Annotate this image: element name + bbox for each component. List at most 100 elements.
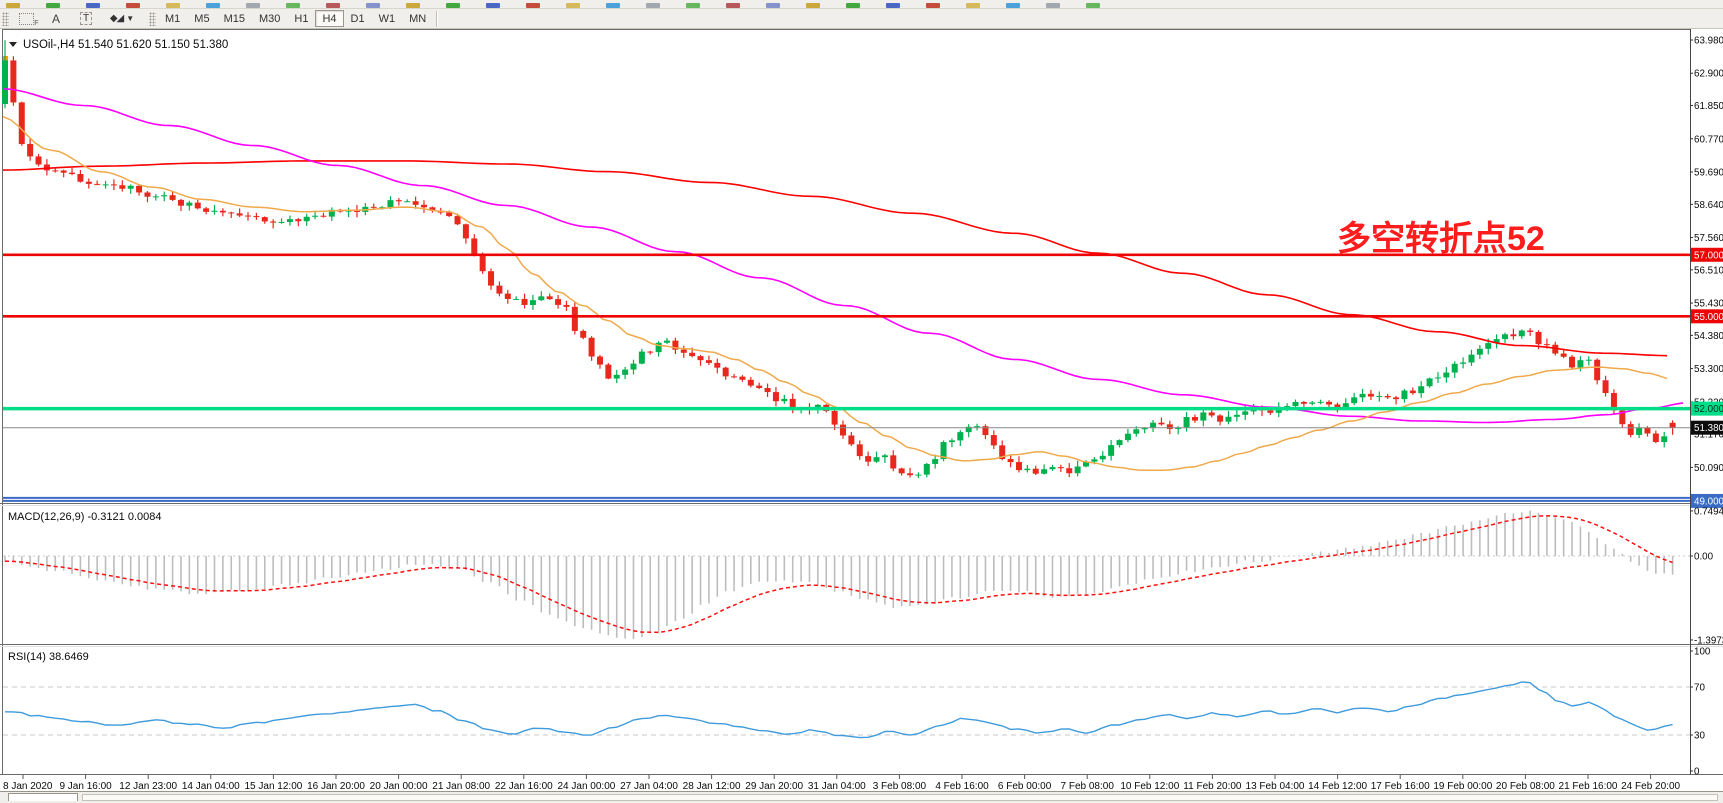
time-axis-label: 11 Feb 20:00	[1183, 781, 1242, 792]
toolbar-grip-2[interactable]	[149, 11, 156, 26]
clipped-toolbar-icon	[286, 3, 300, 8]
svg-text:50.090: 50.090	[1694, 463, 1723, 474]
clipped-toolbar-icon	[766, 3, 780, 8]
timeframe-d1[interactable]: D1	[344, 10, 372, 27]
text-box-icon: T	[79, 12, 93, 25]
time-axis-label: 29 Jan 20:00	[745, 781, 803, 792]
time-axis-label: 13 Feb 04:00	[1246, 781, 1305, 792]
svg-text:61.850: 61.850	[1694, 101, 1723, 112]
clipped-toolbar-icon	[726, 3, 740, 8]
annotation-text[interactable]: 多空转折点52	[1337, 220, 1545, 258]
candles	[2, 40, 1676, 478]
time-axis-label: 24 Feb 20:00	[1621, 781, 1680, 792]
timeframe-m30[interactable]: M30	[252, 10, 287, 27]
clipped-toolbar-icon	[46, 3, 60, 8]
clipped-toolbar-icon	[526, 3, 540, 8]
ma-slow-red	[2, 160, 1668, 357]
svg-text:60.770: 60.770	[1694, 134, 1723, 145]
time-axis-label: 20 Feb 08:00	[1496, 781, 1555, 792]
clipped-toolbar-icon	[206, 3, 220, 8]
clipped-toolbar-icon	[166, 3, 180, 8]
shapes-icon: ◆◢	[109, 13, 124, 24]
level-line-pivot-52[interactable]: 52.000	[3, 401, 1723, 416]
objects-tool-button[interactable]: ◆◢ ▼	[101, 10, 143, 27]
dotted-grid-icon: F	[18, 12, 39, 27]
clipped-toolbar-icon	[686, 3, 700, 8]
chart-window[interactable]: USOil-,H4 51.540 51.620 51.150 51.380 63…	[0, 29, 1723, 798]
clipped-toolbar-icon	[1086, 3, 1100, 8]
svg-text:52.000: 52.000	[1694, 404, 1723, 415]
clipped-toolbar-icon	[806, 3, 820, 8]
level-line-resistance-57[interactable]: 57.000	[3, 247, 1723, 262]
svg-text:56.510: 56.510	[1694, 265, 1723, 276]
time-axis-label: 4 Feb 16:00	[935, 781, 989, 792]
chart-title: USOil-,H4 51.540 51.620 51.150 51.380	[23, 39, 228, 51]
svg-text:59.690: 59.690	[1694, 168, 1723, 179]
svg-text:57.000: 57.000	[1694, 250, 1723, 261]
chevron-down-icon: ▼	[126, 14, 135, 23]
svg-text:-1.3973: -1.3973	[1694, 635, 1723, 646]
timeframe-h4[interactable]: H4	[315, 10, 344, 27]
toolbar-row-clipped	[0, 0, 1723, 9]
timeframe-w1[interactable]: W1	[372, 10, 403, 27]
toolbar-separator	[436, 10, 438, 27]
svg-text:55.000: 55.000	[1694, 312, 1723, 323]
ma-mid-magenta	[2, 87, 1684, 424]
macd-label: MACD(12,26,9) -0.3121 0.0084	[8, 511, 161, 523]
timeframe-h1[interactable]: H1	[287, 10, 315, 27]
svg-text:49.000: 49.000	[1694, 496, 1723, 507]
clipped-toolbar-icon	[846, 3, 860, 8]
macd-signal-line	[4, 515, 1673, 634]
svg-text:54.380: 54.380	[1694, 331, 1723, 342]
level-line-resistance-55[interactable]: 55.000	[3, 309, 1723, 324]
chart-canvas[interactable]: USOil-,H4 51.540 51.620 51.150 51.380 63…	[0, 29, 1723, 798]
clipped-toolbar-icon	[486, 3, 500, 8]
level-line-current-price[interactable]: 51.380	[3, 420, 1723, 435]
time-axis-label: 14 Jan 04:00	[182, 781, 240, 792]
chart-tab-fragment[interactable]	[8, 793, 78, 801]
time-axis-label: 8 Jan 2020	[3, 781, 53, 792]
clipped-toolbar-icon	[646, 3, 660, 8]
clipped-toolbar-icon	[366, 3, 380, 8]
time-axis-label: 19 Feb 00:00	[1433, 781, 1492, 792]
timeframe-m1[interactable]: M1	[158, 10, 187, 27]
svg-text:70: 70	[1694, 683, 1705, 694]
clipped-toolbar-icon	[1046, 3, 1060, 8]
timeframe-m5[interactable]: M5	[187, 10, 216, 27]
text-box-tool-button[interactable]: T	[71, 10, 101, 27]
symbol-dropdown-icon[interactable]	[9, 42, 17, 47]
svg-text:51.170: 51.170	[1694, 430, 1723, 441]
svg-text:0.7494: 0.7494	[1694, 506, 1723, 517]
timeframe-mn[interactable]: MN	[402, 10, 433, 27]
grid-tool-button[interactable]: F	[11, 10, 41, 27]
time-axis-label: 15 Jan 12:00	[244, 781, 302, 792]
time-axis-label: 10 Feb 12:00	[1120, 781, 1179, 792]
level-line-support-49[interactable]: 49.000	[3, 493, 1723, 508]
svg-text:51.380: 51.380	[1694, 423, 1723, 434]
time-axis-label: 3 Feb 08:00	[873, 781, 927, 792]
toolbar-grip[interactable]	[2, 11, 9, 26]
clipped-toolbar-icon	[406, 3, 420, 8]
clipped-toolbar-icon	[966, 3, 980, 8]
time-axis-label: 14 Feb 12:00	[1308, 781, 1367, 792]
timeframe-m15[interactable]: M15	[217, 10, 252, 27]
toolbar: F A T ◆◢ ▼ M1 M5 M15 M30 H1 H4 D1 W1 MN	[0, 9, 1723, 29]
clipped-toolbar-icon	[6, 3, 20, 8]
clipped-toolbar-icon	[926, 3, 940, 8]
svg-text:57.560: 57.560	[1694, 233, 1723, 244]
clipped-toolbar-icon	[246, 3, 260, 8]
svg-text:100: 100	[1694, 647, 1711, 658]
clipped-toolbar-icon	[86, 3, 100, 8]
svg-text:30: 30	[1694, 731, 1705, 742]
svg-text:53.300: 53.300	[1694, 364, 1723, 375]
time-axis-label: 28 Jan 12:00	[683, 781, 741, 792]
svg-text:63.980: 63.980	[1694, 36, 1723, 47]
time-axis-label: 9 Jan 16:00	[59, 781, 112, 792]
time-axis-label: 31 Jan 04:00	[808, 781, 866, 792]
rsi-line	[4, 681, 1673, 739]
svg-text:55.430: 55.430	[1694, 299, 1723, 310]
svg-text:58.640: 58.640	[1694, 200, 1723, 211]
time-axis-label: 22 Jan 16:00	[495, 781, 553, 792]
text-label-tool-button[interactable]: A	[41, 10, 71, 27]
svg-text:0.00: 0.00	[1694, 552, 1714, 563]
